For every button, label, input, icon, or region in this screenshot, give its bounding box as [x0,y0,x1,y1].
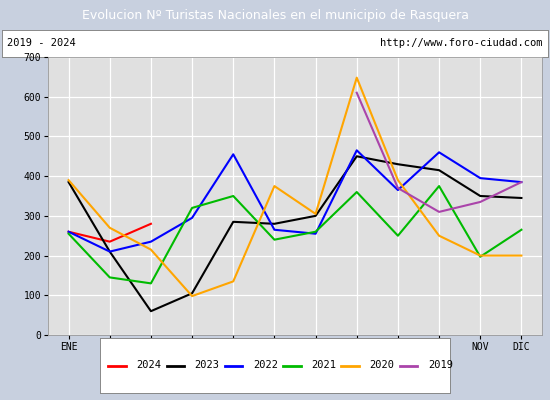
Text: 2022: 2022 [253,360,278,370]
Text: 2019: 2019 [428,360,453,370]
Text: http://www.foro-ciudad.com: http://www.foro-ciudad.com [380,38,542,48]
Text: 2021: 2021 [311,360,336,370]
Text: 2019 - 2024: 2019 - 2024 [8,38,76,48]
Text: Evolucion Nº Turistas Nacionales en el municipio de Rasquera: Evolucion Nº Turistas Nacionales en el m… [81,8,469,22]
Text: 2024: 2024 [136,360,161,370]
Text: 2023: 2023 [195,360,219,370]
Text: 2020: 2020 [370,360,394,370]
